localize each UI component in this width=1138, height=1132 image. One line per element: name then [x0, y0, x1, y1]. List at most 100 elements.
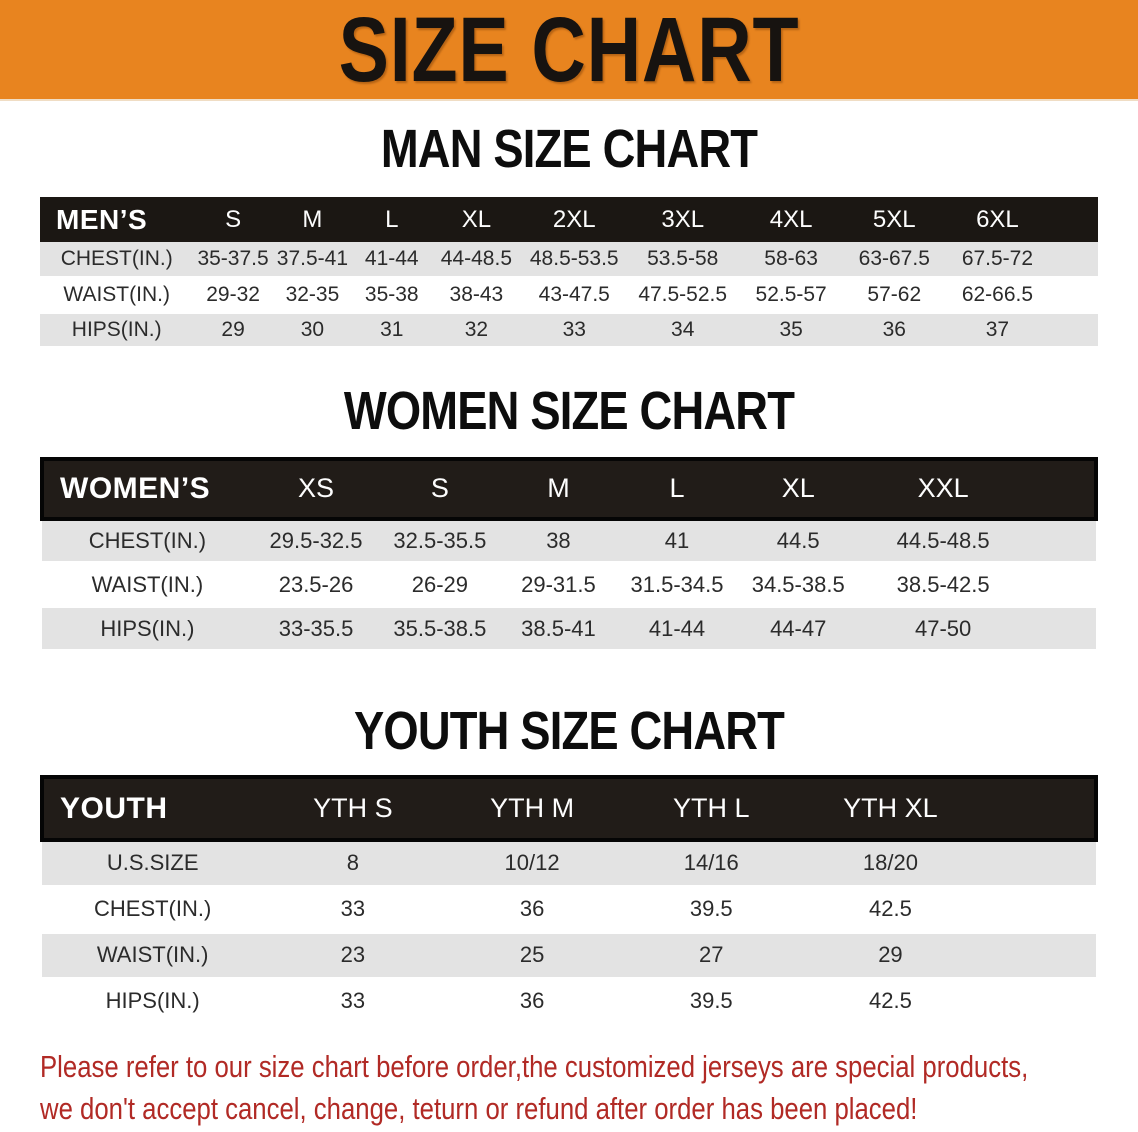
measurement-label: U.S.SIZE — [42, 840, 264, 888]
size-column-header: M — [272, 197, 353, 242]
measurement-value: 36 — [442, 978, 622, 1026]
measurement-value: 31.5-34.5 — [616, 562, 738, 608]
measurement-value: 29-32 — [193, 277, 273, 314]
measurement-label: WAIST(IN.) — [42, 932, 264, 980]
measurement-value: 35.5-38.5 — [379, 606, 501, 652]
size-column-header: YTH S — [263, 775, 443, 842]
man-section-title-text: MAN SIZE CHART — [380, 119, 758, 179]
women-section-title-text: WOMEN SIZE CHART — [343, 380, 795, 441]
measurement-value: 14/16 — [621, 840, 801, 888]
measurement-value: 44.5 — [737, 518, 859, 564]
measurement-value: 32 — [431, 312, 522, 349]
row-filler — [1050, 242, 1098, 279]
measurement-value: 44-48.5 — [431, 242, 522, 279]
row-filler — [1027, 606, 1096, 652]
measurement-value: 38 — [500, 518, 617, 564]
measurement-value: 38.5-41 — [500, 606, 617, 652]
measurement-value: 30 — [272, 312, 353, 349]
size-column-header: XL — [431, 197, 522, 242]
size-column-header: 6XL — [944, 197, 1051, 242]
size-column-header: YTH M — [442, 775, 622, 842]
measurement-label: HIPS(IN.) — [42, 978, 264, 1026]
measurement-value: 29 — [193, 312, 273, 349]
size-column-header: XS — [252, 456, 380, 521]
youth-header-row: YOUTH YTH S YTH M YTH L YTH XL — [39, 775, 1098, 842]
size-column-header: 3XL — [627, 197, 739, 242]
row-filler — [980, 886, 1096, 934]
measurement-value: 34 — [627, 312, 739, 349]
measurement-value: 47-50 — [858, 606, 1028, 652]
measurement-value: 63-67.5 — [844, 242, 945, 279]
row-filler — [980, 840, 1096, 888]
size-column-header: YTH XL — [800, 775, 981, 842]
measurement-value: 39.5 — [621, 978, 801, 1026]
size-column-header: S — [379, 456, 501, 521]
disclaimer: Please refer to our size chart before or… — [40, 1046, 1138, 1130]
size-column-header: 4XL — [738, 197, 845, 242]
measurement-value: 42.5 — [800, 978, 981, 1026]
size-column-header: M — [500, 456, 617, 521]
measurement-value: 25 — [442, 932, 622, 980]
measurement-value: 31 — [352, 312, 432, 349]
measurement-value: 10/12 — [442, 840, 622, 888]
measurement-row: HIPS(IN.) 33-35.5 35.5-38.5 38.5-41 41-44 44-… — [42, 606, 1096, 652]
measurement-value: 35 — [738, 312, 845, 349]
measurement-value: 47.5-52.5 — [627, 277, 739, 314]
measurement-label: CHEST(IN.) — [42, 886, 264, 934]
measurement-label: HIPS(IN.) — [40, 312, 194, 349]
banner: SIZE CHART — [0, 0, 1138, 101]
men-header-row: MEN’S S M L XL 2XL 3XL 4XL 5XL 6XL — [40, 197, 1098, 242]
measurement-value: 42.5 — [800, 886, 981, 934]
youth-size-table: YOUTH YTH S YTH M YTH L YTH XL U.S.SIZE 8 10/1… — [39, 775, 1098, 1026]
measurement-value: 37.5-41 — [272, 242, 353, 279]
measurement-value: 33 — [263, 886, 443, 934]
header-filler — [1050, 197, 1098, 242]
category-corner-label: YOUTH — [39, 775, 264, 842]
size-column-header: 5XL — [844, 197, 945, 242]
disclaimer-line-1: Please refer to our size chart before or… — [40, 1048, 1029, 1084]
header-filler — [980, 775, 1098, 842]
measurement-value: 33-35.5 — [252, 606, 380, 652]
measurement-value: 29.5-32.5 — [252, 518, 380, 564]
category-corner-label: WOMEN’S — [40, 456, 253, 521]
measurement-value: 27 — [621, 932, 801, 980]
row-filler — [1027, 562, 1096, 608]
row-filler — [1027, 518, 1096, 564]
measurement-value: 62-66.5 — [944, 277, 1051, 314]
measurement-value: 41-44 — [352, 242, 432, 279]
men-size-table: MEN’S S M L XL 2XL 3XL 4XL 5XL 6XL CHEST(IN.) 35-3… — [40, 197, 1098, 349]
measurement-value: 32-35 — [272, 277, 353, 314]
measurement-value: 18/20 — [800, 840, 981, 888]
measurement-value: 37 — [944, 312, 1051, 349]
measurement-value: 44.5-48.5 — [858, 518, 1028, 564]
measurement-value: 36 — [844, 312, 945, 349]
women-header-row: WOMEN’S XS S M L XL XXL — [40, 456, 1098, 521]
measurement-row: CHEST(IN.) 29.5-32.5 32.5-35.5 38 41 44.5 44.5… — [42, 518, 1096, 564]
youth-section-title: YOUTH SIZE CHART — [0, 701, 1138, 761]
measurement-value: 41 — [616, 518, 738, 564]
measurement-value: 38-43 — [431, 277, 522, 314]
measurement-value: 67.5-72 — [944, 242, 1051, 279]
measurement-value: 33 — [263, 978, 443, 1026]
measurement-label: HIPS(IN.) — [42, 606, 253, 652]
measurement-value: 52.5-57 — [738, 277, 845, 314]
size-column-header: L — [352, 197, 432, 242]
measurement-row: WAIST(IN.) 29-32 32-35 35-38 38-43 43-47.5 47.… — [40, 277, 1098, 314]
measurement-value: 29-31.5 — [500, 562, 617, 608]
measurement-value: 53.5-58 — [627, 242, 739, 279]
banner-title: SIZE CHART — [338, 0, 800, 101]
size-column-header: L — [616, 456, 738, 521]
row-filler — [1050, 312, 1098, 349]
youth-section-title-text: YOUTH SIZE CHART — [353, 701, 785, 761]
measurement-value: 38.5-42.5 — [858, 562, 1028, 608]
measurement-row: HIPS(IN.) 33 36 39.5 42.5 — [42, 978, 1096, 1026]
measurement-value: 33 — [521, 312, 628, 349]
measurement-value: 35-37.5 — [193, 242, 273, 279]
measurement-value: 32.5-35.5 — [379, 518, 501, 564]
measurement-label: CHEST(IN.) — [40, 242, 194, 279]
header-filler — [1027, 456, 1098, 521]
measurement-value: 39.5 — [621, 886, 801, 934]
measurement-value: 29 — [800, 932, 981, 980]
row-filler — [1050, 277, 1098, 314]
